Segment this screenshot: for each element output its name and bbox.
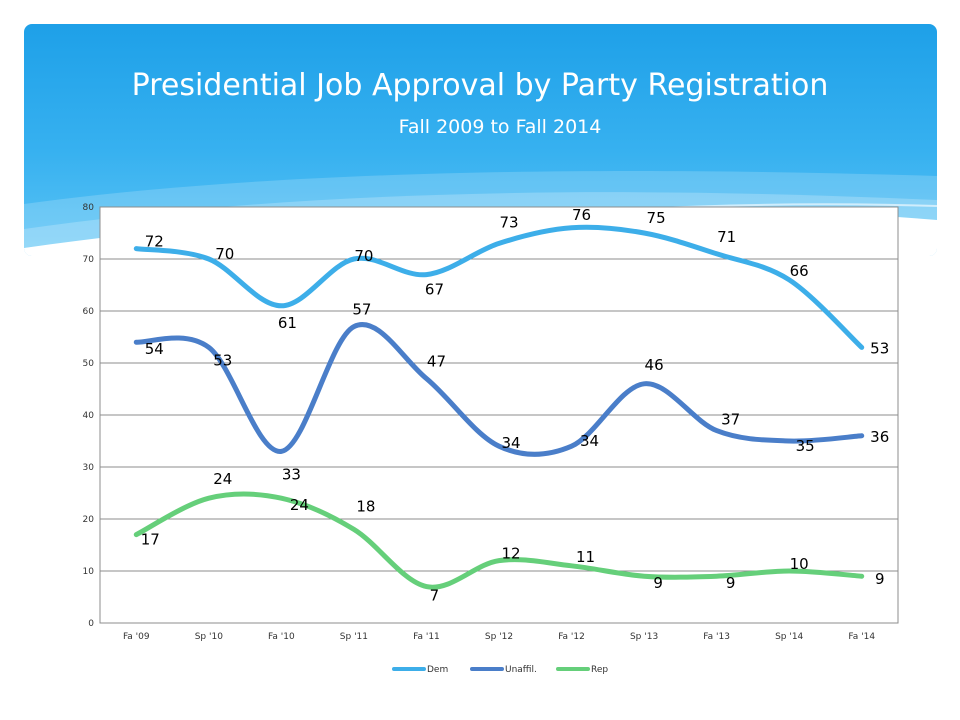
data-label: 17 (141, 531, 160, 549)
x-tick-label: Fa '09 (123, 632, 150, 642)
data-label: 9 (653, 574, 663, 592)
slide-title: Presidential Job Approval by Party Regis… (131, 68, 829, 103)
x-tick-label: Fa '14 (848, 632, 875, 642)
data-label: 66 (790, 262, 809, 280)
data-label: 9 (875, 570, 885, 588)
data-label: 34 (501, 434, 520, 452)
data-label: 75 (647, 209, 666, 227)
legend-label: Rep (591, 665, 608, 675)
data-label: 7 (430, 587, 440, 605)
data-label: 53 (213, 351, 232, 369)
series-line-unaffil (133, 322, 865, 457)
y-tick-label: 80 (83, 203, 95, 213)
y-tick-label: 30 (83, 463, 95, 473)
series-line-rep (133, 491, 865, 590)
data-label: 71 (717, 228, 736, 246)
data-label: 18 (356, 497, 375, 515)
x-tick-label: Sp '10 (195, 632, 223, 642)
x-tick-label: Fa '13 (703, 632, 730, 642)
y-tick-label: 20 (83, 515, 95, 525)
data-label: 72 (145, 233, 164, 251)
x-tick-label: Fa '11 (413, 632, 440, 642)
x-tick-label: Fa '10 (268, 632, 295, 642)
data-label: 53 (870, 339, 889, 357)
series-line-dem (133, 224, 865, 350)
data-label: 24 (290, 496, 309, 514)
y-tick-label: 10 (83, 567, 95, 577)
data-label: 10 (790, 555, 809, 573)
data-label: 33 (282, 465, 301, 483)
y-tick-label: 50 (83, 359, 95, 369)
x-tick-label: Sp '12 (485, 632, 513, 642)
data-label: 36 (870, 428, 889, 446)
data-label: 76 (572, 206, 591, 224)
legend-label: Dem (427, 665, 448, 675)
data-label: 35 (796, 437, 815, 455)
data-label: 70 (354, 247, 373, 265)
data-label: 46 (645, 356, 664, 374)
y-tick-label: 70 (83, 255, 95, 265)
x-tick-label: Sp '13 (630, 632, 658, 642)
slide-subtitle: Fall 2009 to Fall 2014 (398, 116, 602, 138)
y-tick-label: 40 (83, 411, 95, 421)
x-tick-label: Fa '12 (558, 632, 585, 642)
data-label: 47 (427, 353, 446, 371)
data-label: 24 (213, 470, 232, 488)
data-label: 54 (145, 340, 164, 358)
data-label: 12 (501, 545, 520, 563)
x-tick-label: Sp '11 (340, 632, 368, 642)
data-label: 67 (425, 281, 444, 299)
legend-label: Unaffil. (505, 665, 537, 675)
data-label: 37 (721, 411, 740, 429)
data-label: 11 (576, 548, 595, 566)
y-tick-label: 0 (88, 619, 94, 629)
data-label: 34 (580, 432, 599, 450)
data-label: 57 (352, 301, 371, 319)
data-label: 9 (726, 574, 736, 592)
data-label: 73 (499, 213, 518, 231)
data-label: 70 (215, 245, 234, 263)
y-tick-label: 60 (83, 307, 95, 317)
data-label: 61 (278, 314, 297, 332)
x-tick-label: Sp '14 (775, 632, 803, 642)
